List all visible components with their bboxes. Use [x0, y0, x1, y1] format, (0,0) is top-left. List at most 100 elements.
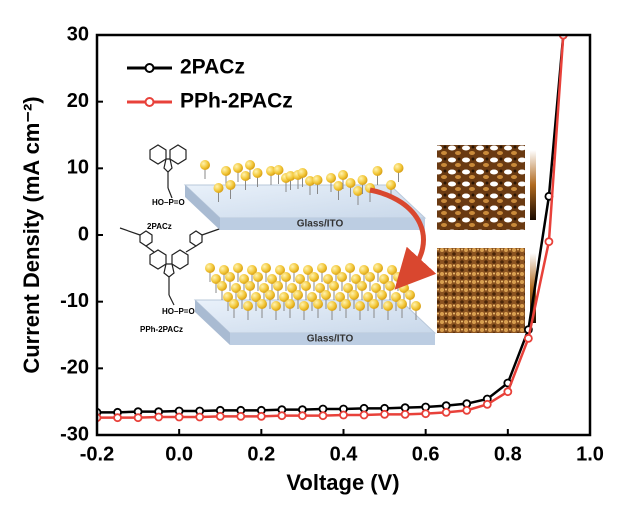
molecule-head: [245, 281, 255, 291]
molecule-head: [411, 301, 421, 311]
annotation: PPh-2PACz: [140, 325, 183, 334]
annotation: 2PACz: [147, 222, 172, 231]
molecule-head: [355, 301, 365, 311]
molecule-head: [225, 180, 236, 190]
arrow: [369, 187, 437, 290]
data-point: [318, 411, 328, 421]
molecule-head: [217, 281, 227, 291]
molecule-head: [293, 290, 303, 300]
data-point: [133, 413, 143, 423]
molecule-head: [273, 165, 284, 175]
annotation: Glass/ITO: [297, 219, 344, 230]
molecule-head: [297, 168, 308, 178]
molecule-head: [259, 283, 269, 293]
molecule-head: [265, 290, 275, 300]
plot-frame: [95, 33, 592, 437]
molecule-head: [225, 272, 235, 282]
molecule-head: [343, 283, 353, 293]
data-point: [544, 237, 554, 247]
molecule-head: [301, 281, 311, 291]
molecule-head: [261, 263, 271, 273]
x-tick-label: -0.2: [80, 443, 114, 465]
x-tick-label: 1.0: [576, 443, 604, 465]
molecule-head: [369, 299, 379, 309]
molecule-head: [387, 265, 397, 275]
data-point: [503, 387, 513, 397]
afm-image: [437, 145, 525, 230]
molecule-fragment: HO–P=O: [152, 198, 185, 207]
molecule-head: [341, 299, 351, 309]
molecule-head: [357, 281, 367, 291]
annotation: Glass/ITO: [307, 334, 354, 345]
y-tick-label: 0: [78, 223, 89, 245]
molecule-head: [305, 176, 315, 186]
y-tick-label: -20: [60, 357, 89, 379]
molecule-head: [349, 290, 359, 300]
molecule-head: [252, 168, 263, 178]
x-axis-title: Voltage (V): [286, 470, 399, 495]
molecule-head: [377, 290, 387, 300]
legend-swatch: [144, 97, 155, 107]
molecule-head: [275, 265, 285, 275]
molecule-head: [393, 272, 403, 282]
molecule-head: [338, 170, 348, 180]
data-point: [523, 333, 533, 343]
molecule-head: [219, 265, 229, 275]
molecule-head: [245, 160, 255, 170]
molecule-head: [229, 299, 239, 309]
molecule-head: [237, 290, 247, 300]
molecule-head: [247, 265, 257, 275]
y-axis-title: Current Density (mA cm⁻²): [19, 96, 44, 373]
molecule-head: [345, 178, 356, 188]
molecule-head: [371, 283, 381, 293]
data-point: [380, 409, 389, 419]
legend-label: PPh-2PACz: [180, 90, 293, 113]
data-point: [339, 410, 348, 420]
data-point: [154, 412, 164, 422]
molecule-head: [267, 274, 277, 284]
molecule-head: [307, 292, 317, 302]
molecule-head: [281, 272, 291, 282]
molecule-head: [221, 166, 231, 176]
molecule-head: [351, 274, 361, 284]
molecule-head: [240, 171, 251, 181]
x-tick-label: 0.6: [412, 443, 440, 465]
y-tick-label: 30: [67, 23, 89, 45]
data-point: [256, 411, 266, 421]
molecule-head: [393, 163, 404, 173]
molecule-head: [313, 299, 323, 309]
molecule-head: [231, 283, 241, 293]
molecule-head: [287, 283, 297, 293]
molecule-head: [353, 186, 363, 196]
molecule-head: [233, 163, 243, 173]
molecule-head: [357, 175, 368, 185]
molecule-head: [285, 171, 296, 181]
data-point: [462, 405, 472, 415]
substrate: [195, 300, 230, 345]
molecule-head: [327, 301, 337, 311]
y-tick-label: -10: [60, 290, 89, 312]
molecule-head: [386, 180, 396, 190]
molecule-head: [321, 290, 331, 300]
data-point: [277, 411, 287, 421]
molecule-head: [317, 263, 327, 273]
substrate: [220, 218, 425, 230]
data-point: [400, 409, 410, 419]
molecule-head: [289, 263, 299, 273]
molecule-head: [345, 263, 355, 273]
molecule-head: [383, 301, 393, 311]
molecule-head: [285, 299, 295, 309]
molecule-head: [329, 281, 339, 291]
data-point: [421, 409, 431, 419]
molecule-head: [200, 160, 210, 170]
data-point: [195, 412, 205, 422]
molecule-head: [266, 166, 276, 176]
x-tick-label: 0.0: [165, 443, 193, 465]
molecule-head: [233, 263, 243, 273]
molecule-head: [309, 272, 319, 282]
legend-label: 2PACz: [180, 56, 245, 79]
data-point: [236, 411, 246, 421]
molecule-pph-2pacz: [119, 227, 223, 306]
molecule-head: [253, 272, 263, 282]
